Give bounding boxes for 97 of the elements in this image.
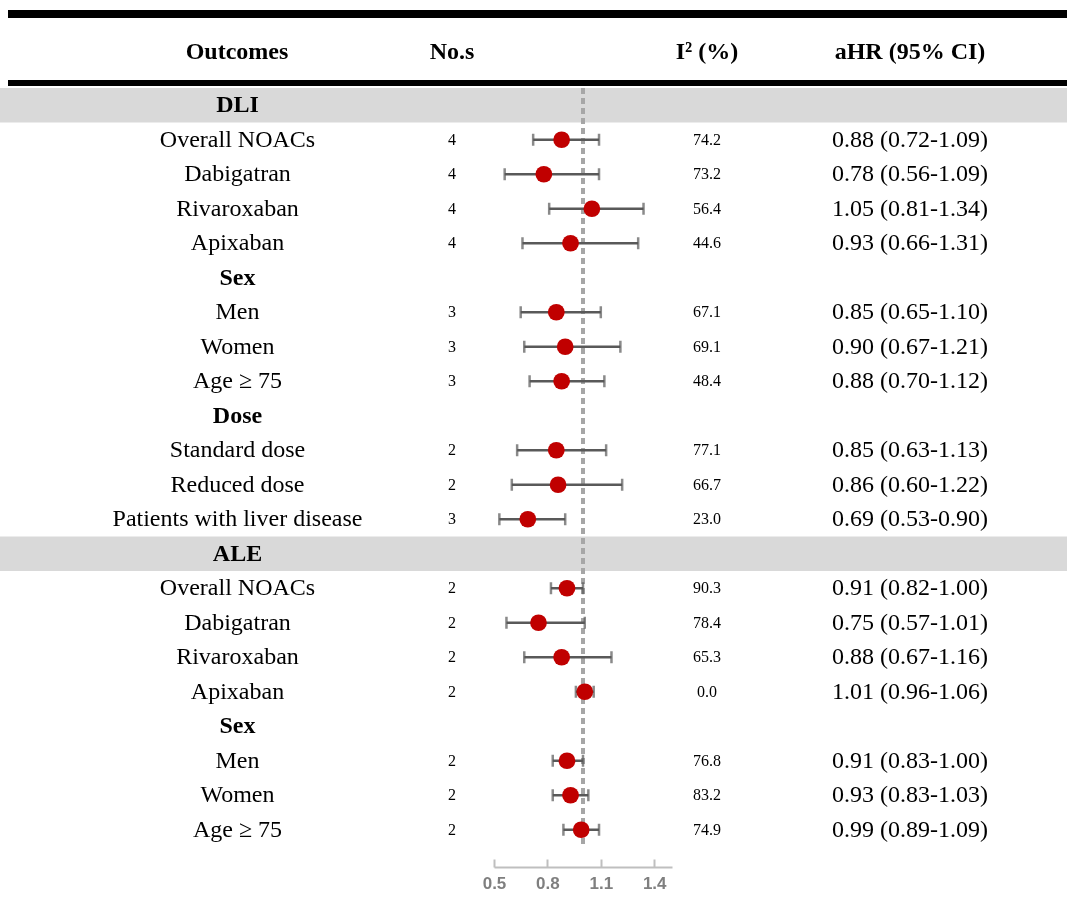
text: 2 xyxy=(448,820,456,838)
data-label: 0.85 (0.63-1.13) xyxy=(832,436,988,463)
text: 3 xyxy=(448,372,456,390)
y-tick-label: Apixaban xyxy=(190,229,285,256)
text: 44.6 xyxy=(693,234,721,252)
point xyxy=(562,786,579,804)
text: 3 xyxy=(448,337,456,355)
y-tick-label: Men xyxy=(215,298,260,325)
point xyxy=(547,441,565,459)
point xyxy=(553,648,571,666)
text: I² (%) xyxy=(675,38,739,64)
text: 77.1 xyxy=(693,441,721,459)
text: 56.4 xyxy=(693,199,721,217)
data-label: 0.86 (0.60-1.22) xyxy=(832,470,988,497)
text: 65.3 xyxy=(693,648,721,666)
data-label: 0.69 (0.53-0.90) xyxy=(832,505,988,532)
y-tick-label: DLI xyxy=(216,91,259,118)
data-label: 0.90 (0.67-1.21) xyxy=(832,332,988,359)
text: 2 xyxy=(448,786,456,804)
point xyxy=(549,476,567,494)
text: aHR (95% CI) xyxy=(834,38,986,64)
point xyxy=(519,510,537,528)
text: 78.4 xyxy=(693,613,721,631)
y-tick-label: Men xyxy=(215,746,260,773)
text: 4 xyxy=(448,165,456,183)
text: 23.0 xyxy=(693,510,721,528)
y-tick-label: Dabigatran xyxy=(184,608,291,635)
y-tick-label: Apixaban xyxy=(190,677,285,704)
point xyxy=(547,303,565,321)
x-tick-label: 1.1 xyxy=(589,873,614,893)
y-tick-label: Women xyxy=(200,781,275,808)
text: 73.2 xyxy=(693,165,721,183)
text: Outcomes xyxy=(185,38,289,64)
y-tick-label: Rivaroxaban xyxy=(176,643,299,670)
text: 2 xyxy=(448,475,456,493)
y-tick-label: Reduced dose xyxy=(170,470,305,497)
y-tick-label: Rivaroxaban xyxy=(176,194,299,221)
point xyxy=(553,372,571,390)
text: 3 xyxy=(448,303,456,321)
point xyxy=(572,821,590,839)
data-label: 0.93 (0.83-1.03) xyxy=(832,781,988,808)
point xyxy=(583,200,601,218)
data-label: 0.93 (0.66-1.31) xyxy=(832,229,988,256)
data-label: 0.91 (0.83-1.00) xyxy=(832,746,988,773)
text: 48.4 xyxy=(693,372,721,390)
point xyxy=(530,614,547,632)
point xyxy=(556,338,574,356)
data-label: 1.01 (0.96-1.06) xyxy=(832,677,988,704)
text: 90.3 xyxy=(693,579,721,597)
data-label: 0.75 (0.57-1.01) xyxy=(832,608,988,635)
data-label: 0.78 (0.56-1.09) xyxy=(832,160,988,187)
text: 67.1 xyxy=(693,303,721,321)
y-tick-label: Standard dose xyxy=(169,436,306,463)
text: 74.2 xyxy=(693,130,721,148)
text: No.s xyxy=(429,38,475,64)
data-label: 0.91 (0.82-1.00) xyxy=(832,574,988,601)
y-tick-label: Sex xyxy=(219,263,256,290)
text: 83.2 xyxy=(693,786,721,804)
data-label: 0.88 (0.67-1.16) xyxy=(832,643,988,670)
point xyxy=(535,165,553,183)
y-tick-label: Overall NOACs xyxy=(159,125,316,152)
text: 3 xyxy=(448,510,456,528)
point xyxy=(562,234,579,252)
text: 0.0 xyxy=(697,682,717,700)
text: 76.8 xyxy=(693,751,721,769)
data-label: 1.05 (0.81-1.34) xyxy=(832,194,988,221)
point xyxy=(558,752,576,770)
y-tick-label: Dose xyxy=(212,401,263,428)
text: 74.9 xyxy=(693,820,721,838)
point xyxy=(553,131,571,149)
x-tick-label: 1.4 xyxy=(642,873,668,893)
x-tick-label: 0.5 xyxy=(482,873,507,893)
point xyxy=(558,579,576,597)
data-label: 0.85 (0.65-1.10) xyxy=(832,298,988,325)
text: 2 xyxy=(448,648,456,666)
y-tick-label: Age ≥ 75 xyxy=(192,367,283,394)
data-label: 0.99 (0.89-1.09) xyxy=(832,815,988,842)
y-tick-label: Dabigatran xyxy=(184,160,291,187)
y-tick-label: Overall NOACs xyxy=(159,574,316,601)
y-tick-label: Age ≥ 75 xyxy=(192,815,283,842)
text: 69.1 xyxy=(693,337,721,355)
text: 2 xyxy=(448,682,456,700)
text: 4 xyxy=(448,130,456,148)
text: 2 xyxy=(448,441,456,459)
text: 2 xyxy=(448,613,456,631)
text: 2 xyxy=(448,751,456,769)
text: 4 xyxy=(448,199,456,217)
data-label: 0.88 (0.72-1.09) xyxy=(832,125,988,152)
y-tick-label: Sex xyxy=(219,712,256,739)
y-tick-label: Women xyxy=(200,332,275,359)
text: 2 xyxy=(448,579,456,597)
y-tick-label: Patients with liver disease xyxy=(112,505,363,532)
y-tick-label: ALE xyxy=(212,539,263,566)
text: 4 xyxy=(448,234,456,252)
x-tick-label: 0.8 xyxy=(536,873,560,893)
data-label: 0.88 (0.70-1.12) xyxy=(832,367,988,394)
text: 66.7 xyxy=(693,475,721,493)
